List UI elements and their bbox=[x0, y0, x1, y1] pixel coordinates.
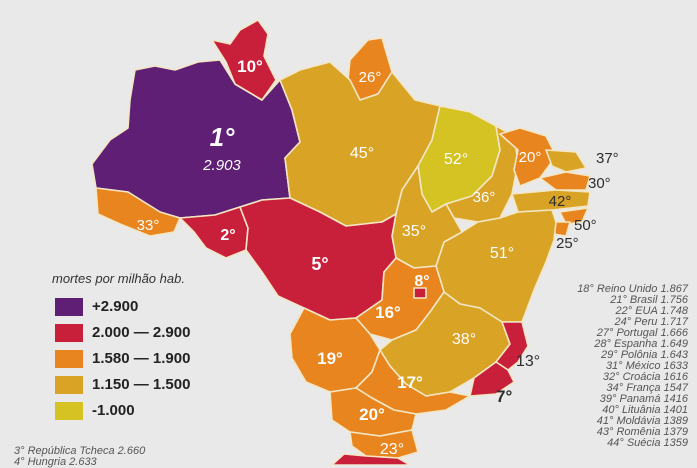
country-entry: 18° Reino Unido 1.867 bbox=[577, 283, 688, 295]
rank-se: 25° bbox=[556, 235, 579, 252]
other-countries-list: 3° República Tcheca 2.660 4° Hungria 2.6… bbox=[14, 446, 145, 468]
legend-item: 2.000 — 2.900 bbox=[55, 321, 190, 344]
rank-sp: 17° bbox=[397, 373, 423, 392]
state-rr bbox=[211, 19, 277, 101]
legend-swatch bbox=[55, 297, 83, 316]
country-entry: 21° Brasil 1.756 bbox=[610, 294, 688, 306]
rank-mt: 5° bbox=[311, 254, 328, 274]
legend-label: +2.900 bbox=[92, 298, 139, 315]
country-entry: 34° França 1547 bbox=[606, 382, 688, 394]
rank-pi: 36° bbox=[473, 189, 496, 206]
country-entry: 29° Polônia 1.643 bbox=[601, 349, 688, 361]
state-rs bbox=[331, 453, 411, 465]
rank-rj: 7° bbox=[496, 387, 512, 406]
state-es bbox=[495, 321, 529, 371]
state-al bbox=[559, 207, 589, 225]
country-entry: 28° Espanha 1.649 bbox=[594, 338, 688, 350]
rank-ro: 2° bbox=[220, 227, 235, 244]
country-ranking-list: 18° Reino Unido 1.867 21° Brasil 1.756 2… bbox=[577, 284, 688, 449]
rank-pr: 20° bbox=[359, 405, 385, 424]
legend: +2.900 2.000 — 2.900 1.580 — 1.900 1.150… bbox=[55, 295, 190, 425]
legend-item: -1.000 bbox=[55, 399, 190, 422]
legend-item: +2.900 bbox=[55, 295, 190, 318]
rank-am: 1° bbox=[210, 122, 235, 152]
rank-ma: 52° bbox=[444, 151, 468, 168]
country-entry: 31° México 1633 bbox=[605, 360, 688, 372]
rank-pb: 30° bbox=[588, 175, 611, 192]
rank-to: 35° bbox=[402, 223, 426, 240]
legend-label: 2.000 — 2.900 bbox=[92, 324, 191, 341]
legend-label: 1.150 — 1.500 bbox=[92, 376, 191, 393]
value-am: 2.903 bbox=[202, 157, 241, 174]
legend-label: 1.580 — 1.900 bbox=[92, 350, 191, 367]
state-df bbox=[413, 287, 427, 299]
legend-item: 1.150 — 1.500 bbox=[55, 373, 190, 396]
state-ac bbox=[95, 187, 181, 237]
rank-ms: 19° bbox=[317, 349, 343, 368]
country-entry: 41° Moldávia 1389 bbox=[596, 415, 688, 427]
rank-al: 50° bbox=[574, 217, 597, 234]
legend-item: 1.580 — 1.900 bbox=[55, 347, 190, 370]
state-sc bbox=[349, 429, 419, 459]
rank-ce: 20° bbox=[519, 149, 542, 166]
country-entry: 44° Suécia 1359 bbox=[607, 437, 688, 449]
rank-ac: 33° bbox=[137, 217, 160, 234]
rank-rn: 37° bbox=[596, 150, 619, 167]
rank-rr: 10° bbox=[237, 57, 263, 76]
rank-ap: 26° bbox=[359, 69, 382, 86]
country-entry: 39° Panamá 1416 bbox=[599, 393, 688, 405]
state-rn bbox=[545, 149, 587, 173]
legend-swatch bbox=[55, 401, 83, 420]
rank-df: 8° bbox=[414, 273, 429, 290]
state-pb bbox=[539, 171, 591, 191]
rank-mg: 38° bbox=[452, 331, 476, 348]
country-entry: 3° República Tcheca 2.660 bbox=[14, 445, 146, 457]
legend-swatch bbox=[55, 375, 83, 394]
state-pr bbox=[329, 387, 417, 437]
rank-pe: 42° bbox=[549, 193, 572, 210]
country-entry: 4° Hungria 2.633 bbox=[14, 456, 97, 468]
rank-ba: 51° bbox=[490, 245, 514, 262]
country-entry: 40° Lituânia 1401 bbox=[602, 404, 688, 416]
legend-label: -1.000 bbox=[92, 402, 135, 419]
rank-es: 13° bbox=[516, 353, 540, 370]
legend-swatch bbox=[55, 323, 83, 342]
country-entry: 22° EUA 1.748 bbox=[615, 305, 688, 317]
rank-go: 16° bbox=[375, 303, 401, 322]
rank-pa: 45° bbox=[350, 145, 374, 162]
legend-swatch bbox=[55, 349, 83, 368]
country-entry: 27° Portugal 1.666 bbox=[596, 327, 688, 339]
legend-title: mortes por milhão hab. bbox=[52, 271, 185, 286]
country-entry: 32° Croácia 1616 bbox=[602, 371, 688, 383]
country-entry: 43° Romênia 1379 bbox=[596, 426, 688, 438]
country-entry: 24° Peru 1.717 bbox=[614, 316, 688, 328]
rank-sc: 23° bbox=[380, 441, 404, 458]
